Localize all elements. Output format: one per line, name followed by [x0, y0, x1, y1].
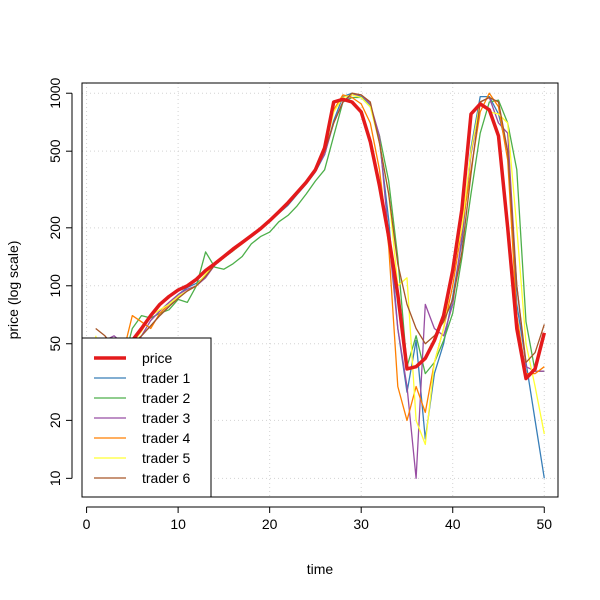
series-line-trader-2	[95, 96, 545, 421]
legend-label: trader 3	[142, 410, 190, 426]
x-axis: 0 10 20 30 40 50	[83, 506, 552, 532]
x-tick-label: 30	[353, 516, 369, 532]
x-tick-label: 0	[83, 516, 91, 532]
series-lines	[95, 92, 546, 479]
y-tick-label: 20	[47, 412, 63, 428]
y-tick-label: 100	[47, 274, 63, 298]
legend-label: trader 1	[142, 370, 190, 386]
x-tick-label: 10	[170, 516, 186, 532]
y-tick-label: 200	[47, 216, 63, 240]
y-tick-label: 50	[47, 336, 63, 352]
legend-label: trader 2	[142, 390, 190, 406]
y-axis-label: price (log scale)	[5, 241, 21, 340]
y-tick-label: 1000	[47, 77, 63, 108]
y-axis: 10 20 50 100 200 500 1000	[47, 77, 73, 486]
x-tick-label: 50	[536, 516, 552, 532]
legend: price trader 1 trader 2 trader 3 trader 4 tra…	[81, 337, 212, 498]
legend-label: trader 5	[142, 450, 190, 466]
y-tick-label: 500	[47, 139, 63, 163]
y-tick-label: 10	[47, 470, 63, 486]
legend-label: price	[142, 350, 173, 366]
x-axis-label: time	[307, 561, 334, 577]
x-tick-label: 40	[445, 516, 461, 532]
x-tick-label: 20	[262, 516, 278, 532]
series-line-price	[95, 97, 546, 381]
plot-frame	[81, 82, 559, 498]
legend-label: trader 6	[142, 470, 190, 486]
legend-label: trader 4	[142, 430, 190, 446]
